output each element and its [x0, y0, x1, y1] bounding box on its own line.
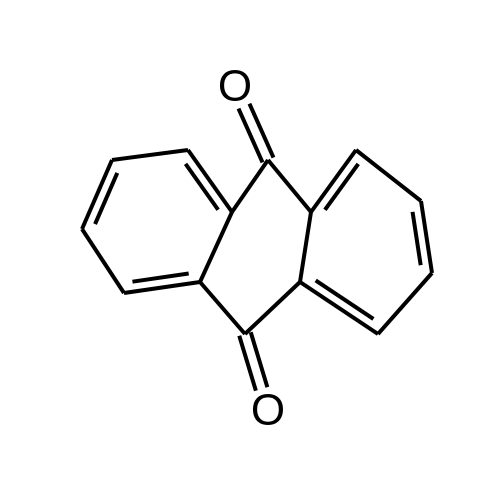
atom-label-o: O: [251, 386, 285, 435]
molecule-diagram: OO: [0, 0, 500, 500]
atom-label-o: O: [218, 62, 252, 111]
